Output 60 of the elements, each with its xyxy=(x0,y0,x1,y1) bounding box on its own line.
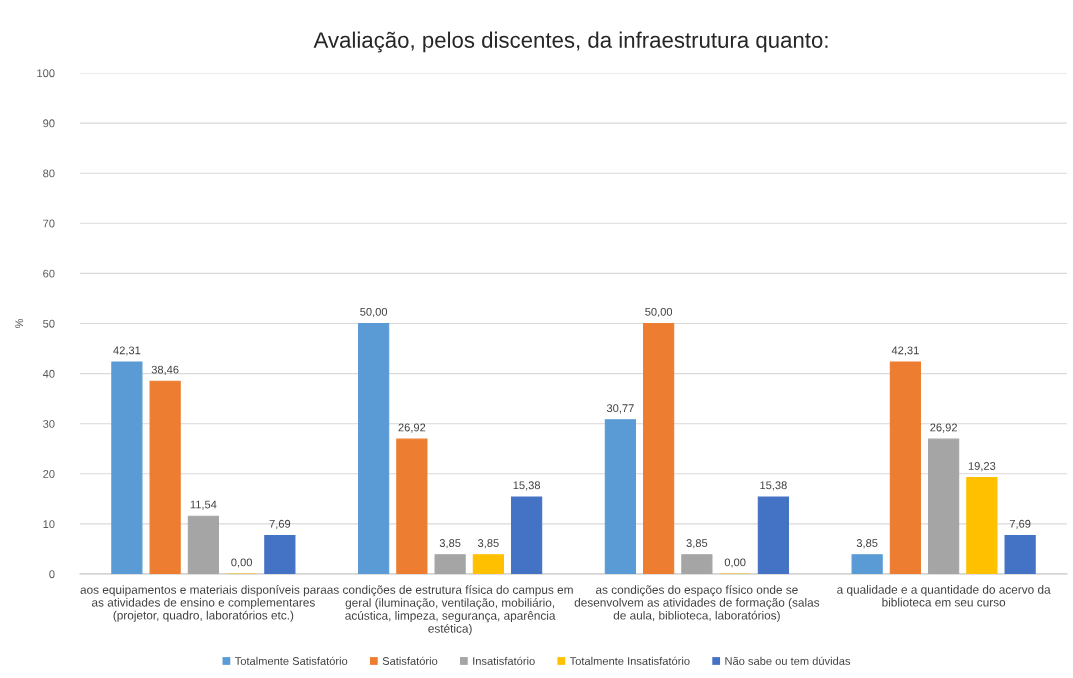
x-tick-label: aos equipamentos e materiais disponíveis para as atividades de ensino e complementares (projetor, quadro, laboratórios etc.) xyxy=(80,585,327,622)
bar xyxy=(472,554,504,574)
x-tick-label: as condições do espaço físico onde se desenvolvem as atividades de formação (salas de aula, biblioteca, laboratórios) xyxy=(574,585,820,622)
data-label: 3,85 xyxy=(439,539,461,549)
y-tick-label: 70 xyxy=(43,219,55,228)
bar xyxy=(966,477,998,574)
bar xyxy=(264,534,296,574)
y-tick-label: 80 xyxy=(43,169,55,178)
data-label: 42,31 xyxy=(891,346,919,356)
bar xyxy=(187,515,219,574)
data-label: 11,54 xyxy=(190,500,217,510)
data-label: 3,85 xyxy=(477,539,499,549)
bar xyxy=(928,438,960,574)
y-axis-title: % xyxy=(15,318,24,329)
y-tick-label: 90 xyxy=(43,119,55,128)
data-label: 0,00 xyxy=(231,558,252,568)
bar xyxy=(511,496,543,574)
data-label: 3,85 xyxy=(686,539,708,549)
x-tick-label: a qualidade e a quantidade do acervo da biblioteca em seu curso xyxy=(837,585,1051,607)
data-label: 38,46 xyxy=(151,365,179,375)
y-tick-label: 100 xyxy=(37,69,55,78)
y-tick-label: 20 xyxy=(43,470,55,478)
y-tick-label: 60 xyxy=(43,269,55,278)
bar xyxy=(604,419,636,574)
legend-label: Não sabe ou tem dúvidas xyxy=(725,656,851,665)
data-label: 7,69 xyxy=(269,519,291,530)
data-label: 50,00 xyxy=(360,307,388,318)
data-label: 3,85 xyxy=(856,539,878,549)
bar xyxy=(681,554,713,574)
data-label: 15,38 xyxy=(513,481,541,491)
data-label: 19,23 xyxy=(968,462,996,472)
y-tick-label: 50 xyxy=(43,319,55,328)
legend-label: Insatisfatório xyxy=(473,656,535,665)
y-tick-label: 10 xyxy=(43,520,55,529)
data-label: 42,31 xyxy=(113,346,141,356)
y-tick-label: 40 xyxy=(42,369,55,378)
chart-title: Avaliação, pelos discentes, da infraestrutura quanto: xyxy=(313,31,828,53)
data-label: 0,00 xyxy=(724,558,746,568)
bar xyxy=(396,438,428,574)
data-label: 7,69 xyxy=(1009,519,1031,530)
bar xyxy=(111,361,143,574)
data-label: 15,38 xyxy=(760,481,787,491)
bar xyxy=(358,322,390,574)
bar xyxy=(1004,534,1036,574)
bar xyxy=(757,496,789,574)
legend-label: Totalmente Satisfatório xyxy=(234,656,348,665)
data-label: 26,92 xyxy=(398,423,426,433)
data-label: 30,77 xyxy=(606,404,634,414)
bar xyxy=(851,554,883,574)
x-tick-label: as condições de estrutura física do campus em geral (iluminação, ventilação, mobiliário, acústica, limpeza, segurança, aparência estética) xyxy=(327,585,573,636)
y-tick-label: 0 xyxy=(49,570,55,579)
data-label: 50,00 xyxy=(645,307,673,318)
data-label: 26,92 xyxy=(930,423,957,433)
legend-label: Satisfatório xyxy=(382,656,438,665)
bar xyxy=(434,554,466,574)
bar xyxy=(149,380,181,574)
legend-label: Totalmente Insatisfatório xyxy=(569,656,690,665)
bar xyxy=(889,361,921,574)
bar xyxy=(643,322,675,574)
y-tick-label: 30 xyxy=(43,419,55,428)
